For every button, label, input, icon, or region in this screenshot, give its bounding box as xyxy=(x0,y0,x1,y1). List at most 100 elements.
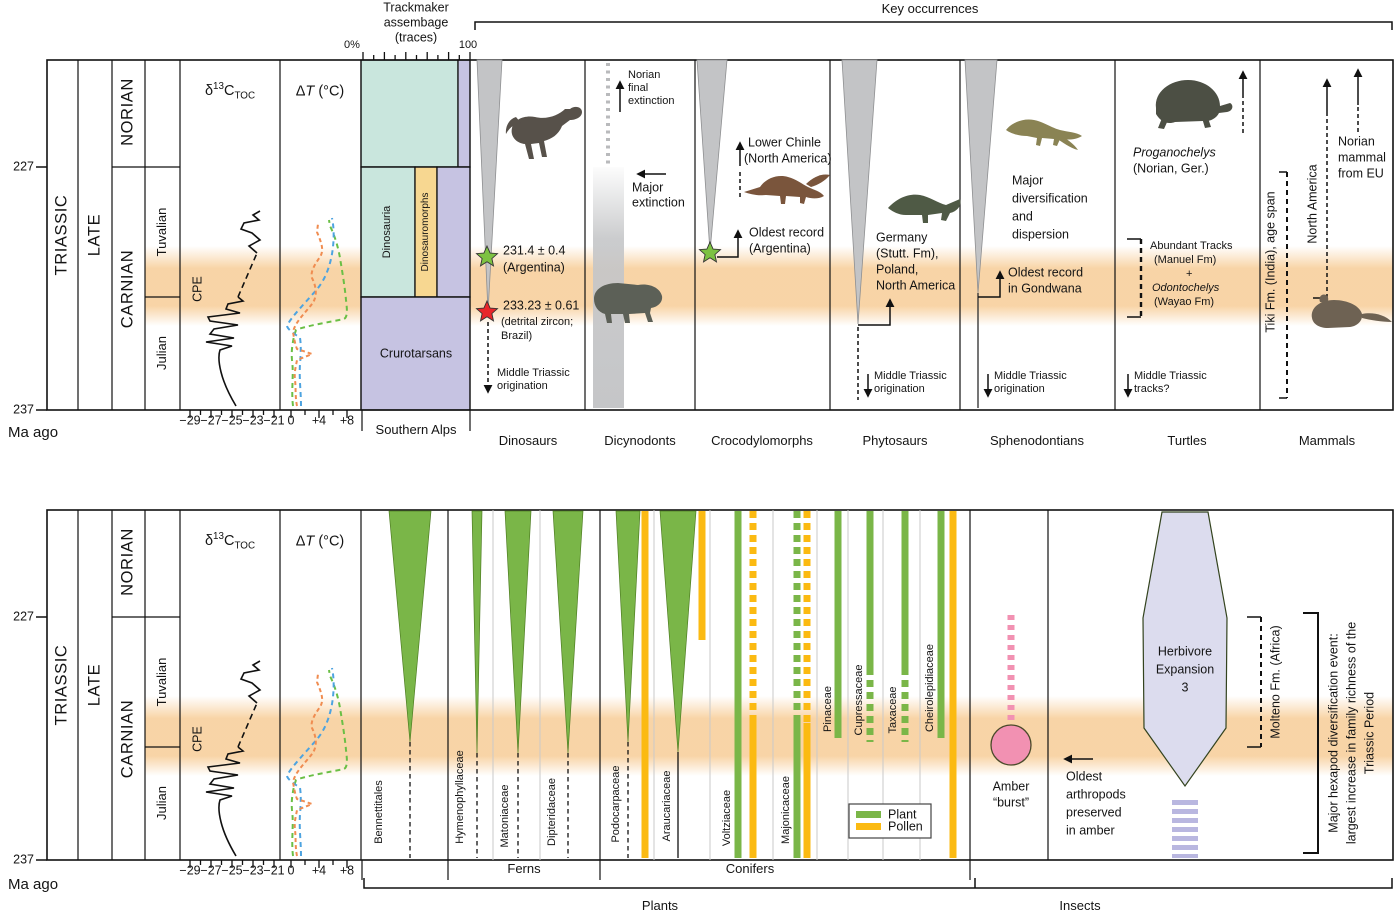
group-conifers: Conifers xyxy=(725,861,775,877)
age-tick-227: 227 xyxy=(13,159,34,174)
phyt-loc-1: Germany xyxy=(876,230,928,245)
family-matoniaceae: Matoniaceae xyxy=(499,784,512,848)
ma-ago-label: Ma ago xyxy=(8,876,59,894)
turtle-mt-1: Middle Triassic xyxy=(1134,370,1207,383)
crurotarsans-label: Crurotarsans xyxy=(379,346,453,361)
dino-age2-note2: Brazil) xyxy=(501,330,533,343)
c13-tick: −27 xyxy=(200,413,222,428)
sphe-div-2: diversification xyxy=(1012,191,1088,206)
herbivore-3: 3 xyxy=(1181,680,1189,695)
amber-label-1: Amber xyxy=(992,779,1030,794)
dino-age1: 231.4 ± 0.4 xyxy=(503,243,566,258)
family-pinaceae: Pinaceae xyxy=(822,686,835,732)
key-occurrences-title: Key occurrences xyxy=(881,1,979,17)
sphe-div-3: and xyxy=(1012,209,1033,224)
dicy-norian-ext-3: extinction xyxy=(628,95,675,108)
molteno-label: Molteno Fm. (Africa) xyxy=(1268,625,1283,739)
dinosauria-label: Dinosauria xyxy=(381,205,394,259)
d13c-axis-title: δ13CTOC xyxy=(204,530,256,552)
family-taxaceae: Taxaceae xyxy=(887,686,900,734)
turtle-species-loc: (Norian, Ger.) xyxy=(1133,161,1209,176)
group-plants: Plants xyxy=(641,898,679,914)
crocodylomorph-spindle xyxy=(696,59,728,253)
legend-pollen-label: Pollen xyxy=(888,819,923,834)
dt-tick: +4 xyxy=(311,413,327,428)
trackmaker-scale-0: 0% xyxy=(344,39,360,52)
dt-tick: 0 xyxy=(287,413,295,428)
dicy-major-ext-2: extinction xyxy=(632,195,685,210)
c13-tick: −29 xyxy=(179,863,201,878)
sphenodontian-image xyxy=(1006,119,1082,150)
age-tick-227: 227 xyxy=(13,609,34,624)
family-dipteridaceae: Dipteridaceae xyxy=(546,778,559,846)
dicynodont-image xyxy=(594,283,663,323)
amber-arthropods-4: in amber xyxy=(1066,823,1115,838)
crocodylomorph-image xyxy=(744,174,830,204)
col-mammals: Mammals xyxy=(1298,433,1356,449)
family-bennettitales: Bennettitales xyxy=(373,780,386,844)
epoch-label: LATE xyxy=(85,663,104,707)
c13-tick: −29 xyxy=(179,413,201,428)
col-turtles: Turtles xyxy=(1167,433,1207,449)
group-insects: Insects xyxy=(1059,898,1101,914)
phytosaur-image xyxy=(888,194,961,223)
substage-julian: Julian xyxy=(154,786,170,820)
hexapod-event-1: Major hexapod diversification event: xyxy=(1326,633,1341,833)
c13-tick: −23 xyxy=(242,863,264,878)
group-ferns: Ferns xyxy=(507,861,541,877)
dt-tick: +4 xyxy=(311,863,327,878)
dt-tick: 0 xyxy=(287,863,295,878)
pollen-record-bars xyxy=(641,511,957,858)
hexapod-event-2: largest increase in family richness of t… xyxy=(1344,621,1359,845)
mammal-norian-3: from EU xyxy=(1338,166,1384,181)
family-voltziaceae: Voltziaceae xyxy=(721,789,734,847)
cpe-label: CPE xyxy=(190,276,205,302)
turtle-image xyxy=(1155,80,1233,129)
amber-arthropods-3: preserved xyxy=(1066,805,1122,820)
stage-carnian: CARNIAN xyxy=(118,249,137,329)
southern-alps-label: Southern Alps xyxy=(375,422,457,438)
c13-tick: −25 xyxy=(221,863,243,878)
col-crocodylomorphs: Crocodylomorphs xyxy=(711,433,813,449)
phyt-origination-2: origination xyxy=(874,383,925,396)
sphe-div-4: dispersion xyxy=(1012,227,1069,242)
cpe-label: CPE xyxy=(190,726,205,752)
sphe-oldest-2: in Gondwana xyxy=(1008,281,1082,296)
turtle-tracks-4: Odontochelys xyxy=(1152,282,1220,295)
dicy-major-ext-1: Major xyxy=(632,180,664,195)
stage-carnian: CARNIAN xyxy=(118,699,137,779)
dino-age1-loc: (Argentina) xyxy=(503,260,565,275)
mammal-norian-2: mammal xyxy=(1338,150,1386,165)
age-tick-237: 237 xyxy=(13,852,34,867)
age-tick-237: 237 xyxy=(13,402,34,417)
dino-origination-1: Middle Triassic xyxy=(497,367,570,380)
croc-oldest-1: Oldest record xyxy=(749,225,825,240)
stage-norian: NORIAN xyxy=(118,78,137,146)
turtle-mt-2: tracks? xyxy=(1134,383,1170,396)
period-label: TRIASSIC xyxy=(52,194,71,276)
c13-tick: −21 xyxy=(263,863,285,878)
period-label: TRIASSIC xyxy=(52,644,71,726)
amber-burst-circle xyxy=(990,724,1032,766)
c13-tick: −27 xyxy=(200,863,222,878)
family-podocarpaceae: Podocarpaceae xyxy=(610,765,623,843)
dicy-norian-ext-1: Norian xyxy=(628,69,661,82)
dicy-norian-ext-2: final xyxy=(628,82,649,95)
sphenodontian-spindle xyxy=(964,59,998,294)
dt-tick: +8 xyxy=(339,413,355,428)
ma-ago-label: Ma ago xyxy=(8,424,59,442)
dt-tick: +8 xyxy=(339,863,355,878)
croc-chinle-2: (North America) xyxy=(744,151,832,166)
c13-tick: −21 xyxy=(263,413,285,428)
dino-origination-2: origination xyxy=(497,380,548,393)
trackmaker-scale-100: 100 xyxy=(458,39,478,52)
c13-tick: −25 xyxy=(221,413,243,428)
dinosaur-spindle xyxy=(476,59,503,313)
col-sphenodontians: Sphenodontians xyxy=(990,433,1084,449)
substage-tuvalian: Tuvalian xyxy=(154,657,170,707)
mammal-na-label: North America xyxy=(1305,164,1320,244)
mammal-norian-1: Norian xyxy=(1338,134,1375,149)
croc-oldest-2: (Argentina) xyxy=(749,241,811,256)
